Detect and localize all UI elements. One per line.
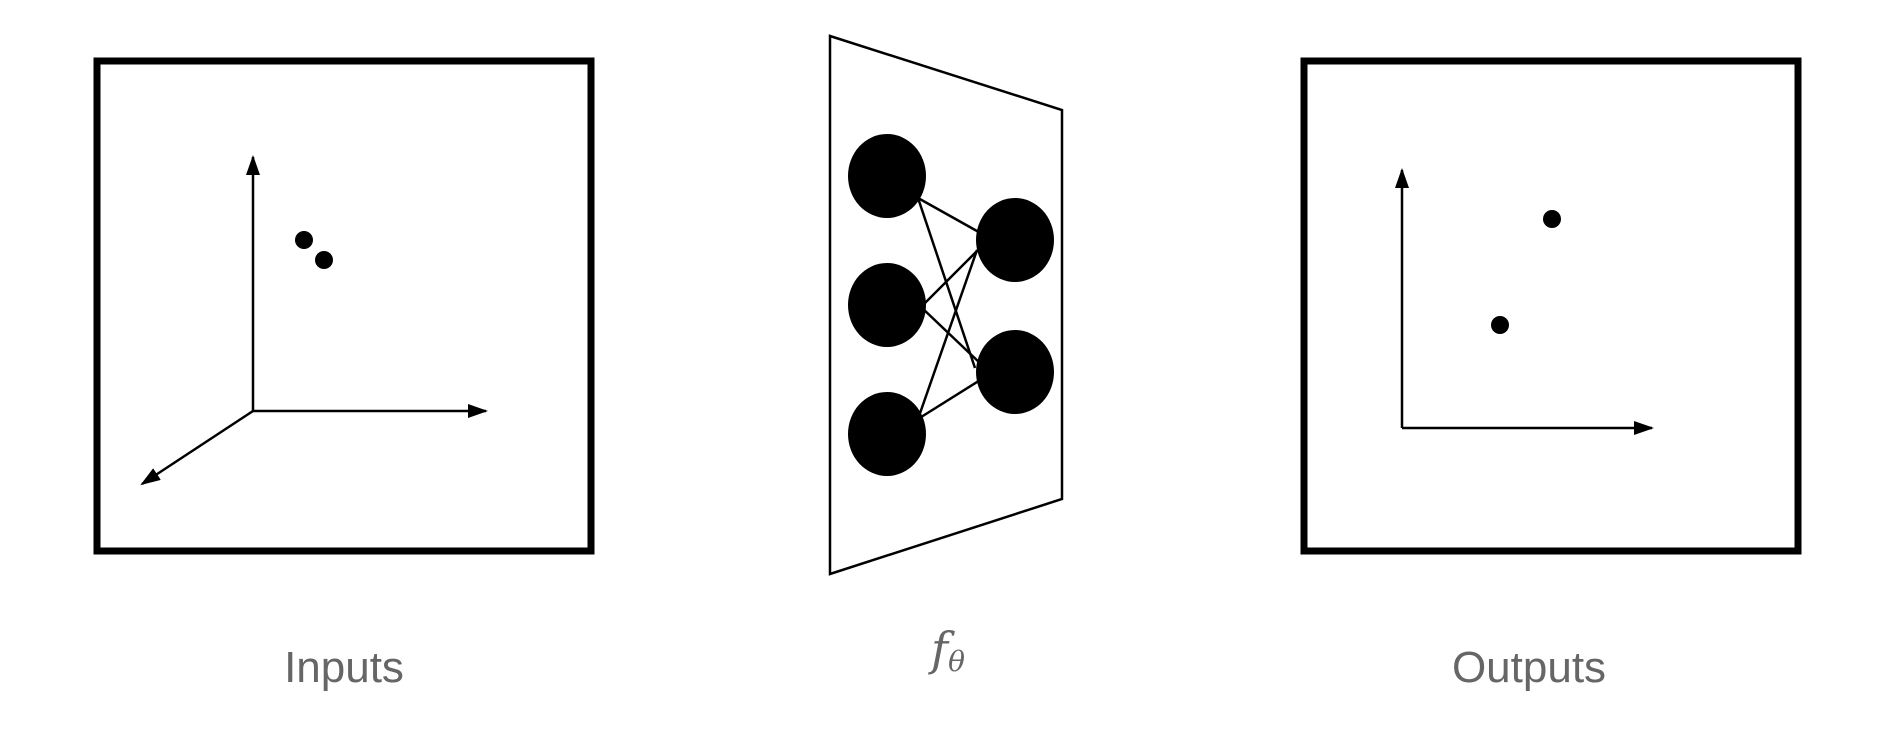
inputs-3d-axes: [140, 155, 488, 486]
outputs-panel: [1300, 57, 1802, 555]
inputs-frame: [93, 57, 595, 555]
inputs-panel: [93, 57, 595, 555]
outputs-2d-axes: [1395, 168, 1654, 435]
hidden-node: [848, 392, 926, 476]
hidden-node: [848, 263, 926, 347]
output-node: [976, 330, 1054, 414]
inputs-label: Inputs: [284, 643, 404, 692]
connection: [916, 249, 979, 420]
network-trapezoid: [828, 34, 1064, 576]
connection: [920, 306, 983, 366]
output-node: [976, 198, 1054, 282]
network-connections: [916, 196, 994, 421]
network-panel: [828, 34, 1064, 576]
outputs-frame: [1300, 57, 1802, 555]
function-symbol: f: [931, 622, 949, 676]
outputs-label: Outputs: [1451, 643, 1607, 692]
output-point: [1491, 316, 1509, 334]
output-point: [1543, 210, 1561, 228]
connection: [920, 247, 981, 308]
inputs-z-axis: [140, 409, 254, 486]
network-function-label: fθ: [931, 622, 965, 678]
parameter-symbol: θ: [948, 645, 965, 678]
network-nodes: [848, 134, 1054, 476]
hidden-node: [848, 134, 926, 218]
input-point: [315, 251, 333, 269]
input-point: [295, 231, 313, 249]
